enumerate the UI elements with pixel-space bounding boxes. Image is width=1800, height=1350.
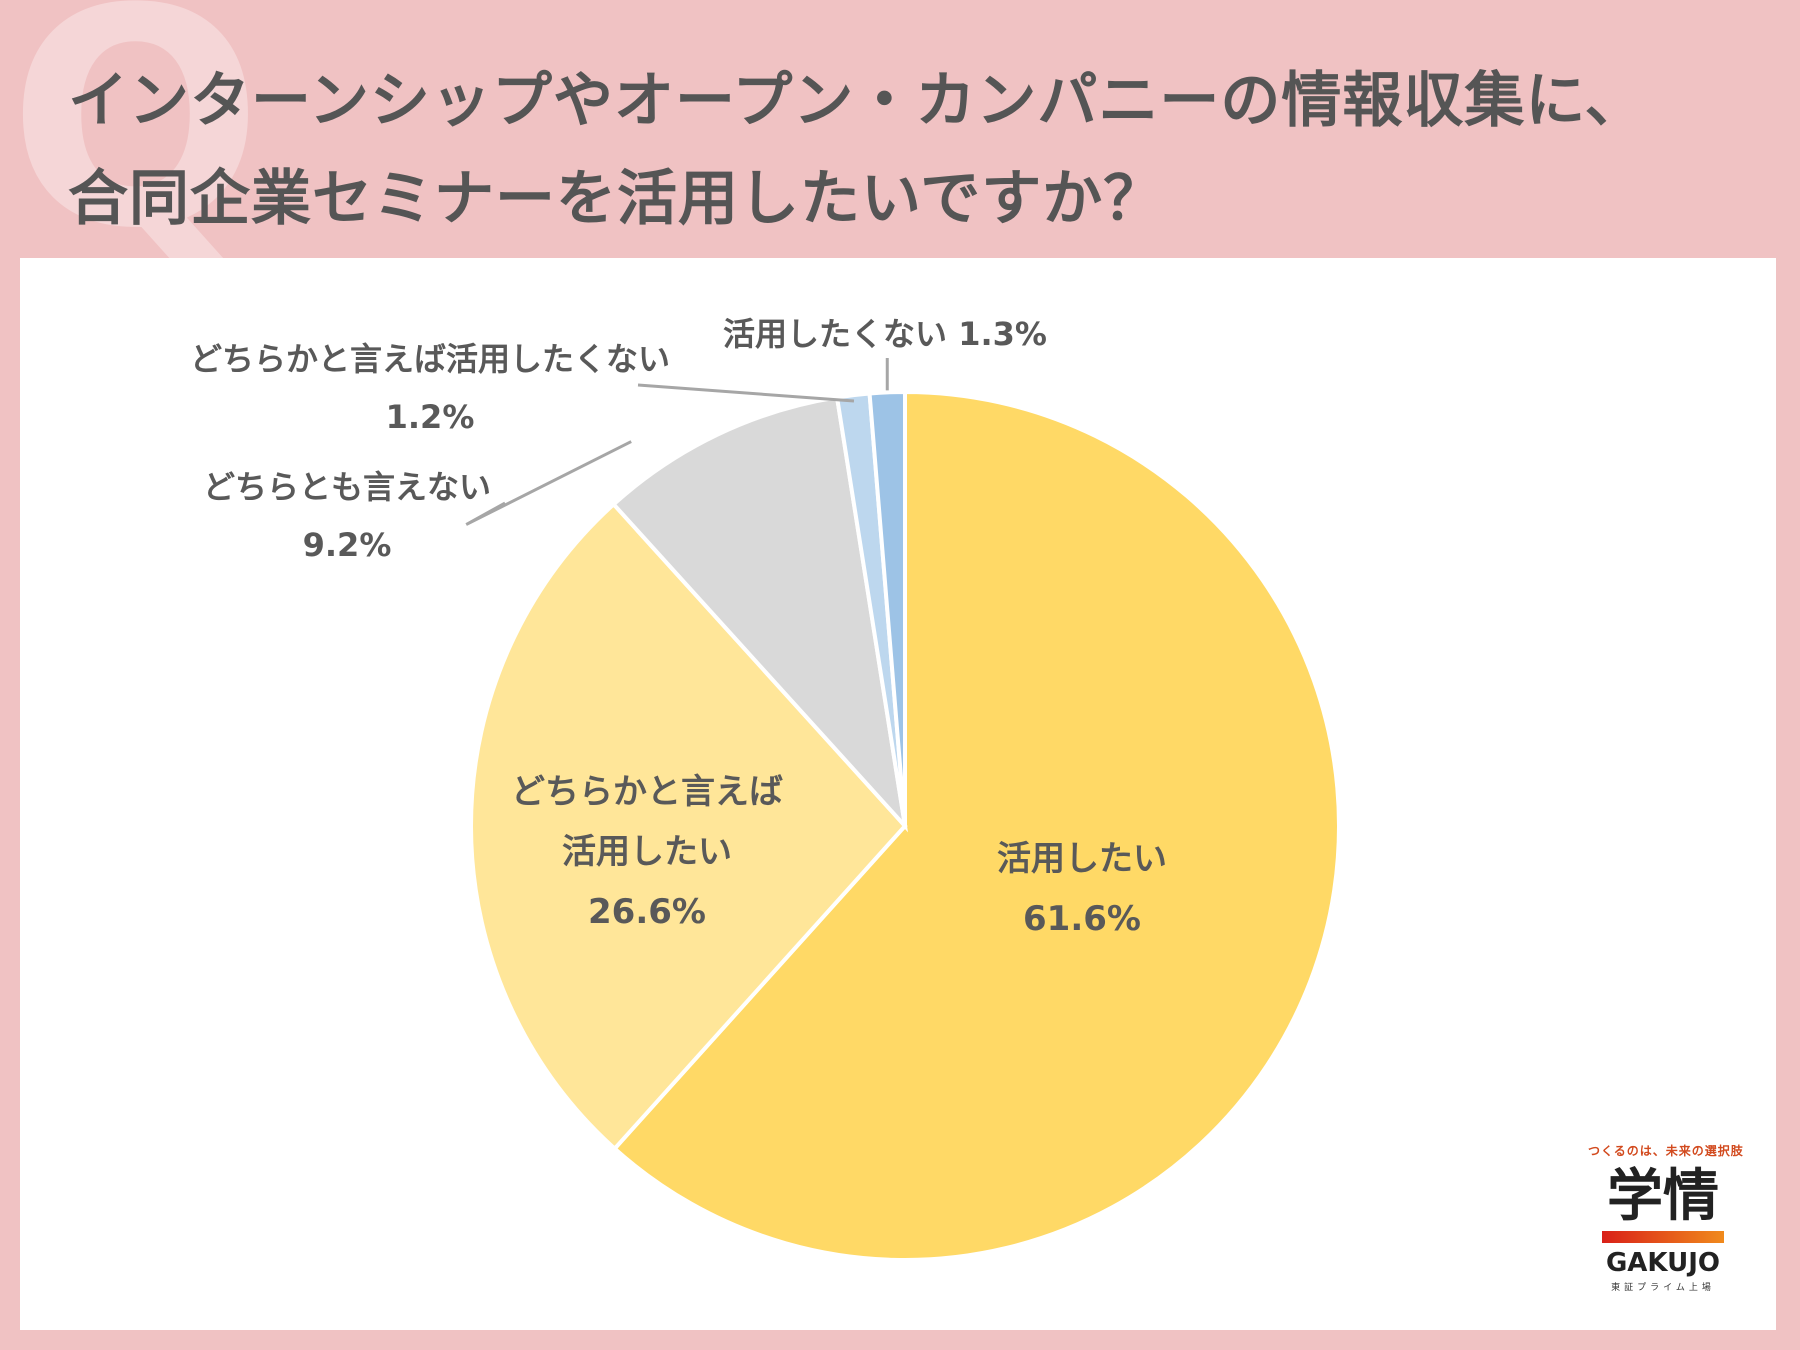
label-slice-0: 活用したい 61.6% — [997, 839, 1167, 939]
logo-bar — [1602, 1231, 1724, 1243]
page-title: インターンシップやオープン・カンパニーの情報収集に、 合同企業セミナーを活用した… — [68, 52, 1768, 248]
slice-labels: 活用したい 61.6% どちらかと言えば活用したい 26.6% どちらとも言えない 9.2… — [190, 315, 1167, 939]
gakujo-logo: つくるのは、未来の選択肢 学情 GAKUJO 東証プライム上場 — [1588, 1142, 1744, 1312]
label-slice-3: どちらかと言えば活用したくない 1.2% — [190, 340, 670, 436]
logo-kanji: 学情 — [1607, 1164, 1719, 1229]
pie-chart: 活用したい 61.6% どちらかと言えば活用したい 26.6% どちらとも言えない 9.2… — [190, 315, 1341, 1262]
label-slice-1: どちらかと言えば活用したい 26.6% — [511, 772, 783, 932]
title-line-1: インターンシップやオープン・カンパニーの情報収集に、 — [68, 66, 1646, 136]
pie-slice-2 — [610, 395, 909, 833]
label-slice-4: 活用したくない 1.3% — [723, 315, 1047, 353]
pie-slice-4 — [867, 389, 907, 827]
leader-lines — [465, 358, 889, 526]
q-watermark: Q — [8, 0, 264, 294]
pie-slice-1 — [469, 501, 908, 1152]
logo-tagline: つくるのは、未来の選択肢 — [1588, 1144, 1744, 1158]
pie-slice-0 — [611, 389, 1341, 1262]
chart-panel: 活用したい 61.6% どちらかと言えば活用したい 26.6% どちらとも言えない 9.2… — [20, 258, 1776, 1330]
title-line-2: 合同企業セミナーを活用したいですか？ — [68, 164, 1165, 234]
leader-slice-3 — [637, 383, 855, 403]
leader-slice-2 — [465, 440, 632, 526]
pie-slices — [469, 389, 1341, 1262]
logo-latin: GAKUJO — [1605, 1248, 1721, 1278]
label-slice-2: どちらとも言えない 9.2% — [203, 468, 491, 564]
logo-subtitle: 東証プライム上場 — [1611, 1283, 1715, 1293]
